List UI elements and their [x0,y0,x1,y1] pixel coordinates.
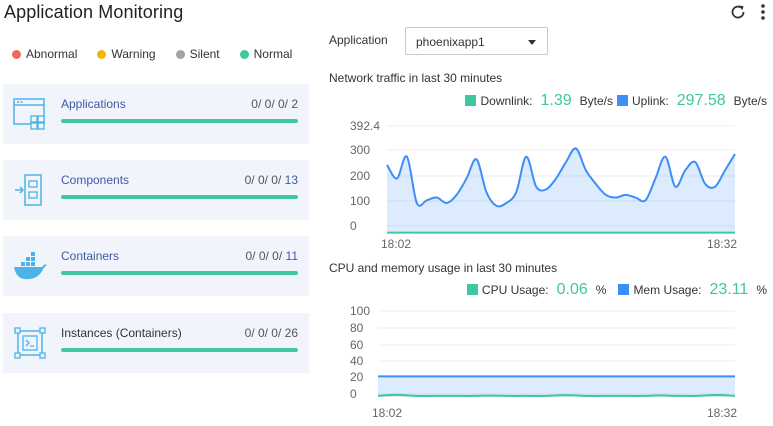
components-progress [61,195,298,199]
containers-link[interactable]: Containers [61,249,120,263]
cpu-memory-title: CPU and memory usage in last 30 minutes [329,261,558,275]
uplink-swatch-icon [617,95,629,106]
y-tick-label: 0 [350,219,357,233]
y-tick-label: 300 [350,143,370,157]
y-tick-label: 392.4 [350,119,380,133]
applications-card[interactable]: Applications 0/ 0/ 0/ 2 [3,84,309,144]
warning-dot-icon [97,49,107,59]
x-tick-label: 18:32 [707,237,737,251]
component-icon [15,174,42,206]
uplink-label: Uplink: [632,94,669,108]
x-tick-label: 18:02 [372,406,402,420]
y-tick-label: 100 [350,194,370,208]
applications-progress [61,119,298,123]
cpu-memory-chart: 100 80 60 40 20 0 18:02 18:32 [350,304,737,420]
mem-value: 23.11 [709,281,749,298]
legend-warning: Warning [97,47,156,61]
uplink-line [386,147,736,208]
components-counts: 0/ 0/ 0/ 13 [244,173,298,187]
application-window-icon [13,98,45,130]
mem-unit: % [756,283,767,297]
downlink-label: Downlink: [480,94,533,108]
silent-dot-icon [175,49,185,59]
applications-counts: 0/ 0/ 0/ 2 [251,97,298,111]
uplink-unit: Byte/s [733,94,767,108]
cpu-swatch-icon [466,284,478,295]
components-card[interactable]: Components 0/ 0/ 0/ 13 [3,160,309,220]
cpu-usage-line [377,393,736,398]
instances-link[interactable]: Instances (Containers) [61,326,182,340]
legend-silent: Silent [175,47,220,61]
legend-abnormal: Abnormal [12,47,77,61]
components-link[interactable]: Components [61,173,130,187]
instance-terminal-icon [14,327,46,359]
network-traffic-chart: 392.4 300 200 100 0 18:02 18:32 [350,119,737,251]
containers-card[interactable]: Containers 0/ 0/ 0/ 11 [3,236,309,296]
docker-whale-icon [14,252,47,280]
mem-label: Mem Usage: [633,283,702,297]
cpu-unit: % [595,283,607,297]
y-tick-label: 80 [350,321,364,335]
page-title: Application Monitoring [4,2,184,22]
application-label: Application [329,33,388,47]
uplink-value: 297.58 [676,92,726,109]
instances-card[interactable]: Instances (Containers) 0/ 0/ 0/ 26 [3,313,309,373]
chevron-down-icon [528,40,536,45]
downlink-swatch-icon [465,95,477,106]
downlink-value: 1.39 [540,92,572,109]
cpu-label: CPU Usage: [481,283,549,297]
x-tick-label: 18:02 [381,237,411,251]
applications-link[interactable]: Applications [61,97,126,111]
status-legend: Abnormal Warning Silent Normal [12,47,292,61]
more-options-icon[interactable] [761,3,765,21]
y-tick-label: 100 [350,304,370,318]
instances-progress [61,348,298,352]
refresh-icon[interactable] [729,3,747,21]
y-tick-label: 60 [350,338,364,352]
top-toolbar [729,3,765,21]
y-tick-label: 200 [350,169,370,183]
network-metrics: Downlink: 1.39 Byte/s Uplink: 297.58 Byt… [465,92,767,110]
x-tick-label: 18:32 [707,406,737,420]
application-select-value: phoenixapp1 [416,35,485,49]
y-tick-label: 0 [350,387,357,401]
uplink-area [387,148,735,233]
instances-counts: 0/ 0/ 0/ 26 [244,326,298,340]
normal-dot-icon [239,49,249,59]
cpu-memory-metrics: CPU Usage: 0.06 % Mem Usage: 23.11 % [466,281,767,299]
application-select[interactable]: phoenixapp1 [405,27,548,55]
legend-normal: Normal [239,47,292,61]
mem-usage-area [378,376,735,396]
containers-progress [61,271,298,275]
y-tick-label: 20 [350,370,364,384]
containers-counts: 0/ 0/ 0/ 11 [245,249,299,263]
downlink-unit: Byte/s [579,94,614,108]
network-traffic-title: Network traffic in last 30 minutes [329,71,503,85]
cpu-value: 0.06 [556,281,588,298]
abnormal-dot-icon [12,49,21,59]
y-tick-label: 40 [350,354,364,368]
mem-swatch-icon [618,284,630,295]
